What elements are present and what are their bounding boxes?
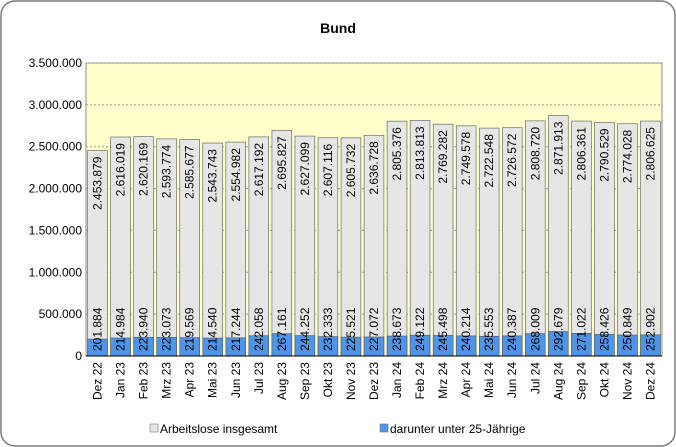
value-label: 223.073 <box>160 307 174 351</box>
value-label: 252.902 <box>643 307 657 351</box>
y-tick-label: 0 <box>75 349 82 363</box>
x-tick-label: Nov 24 <box>620 362 634 400</box>
value-label: 219.569 <box>183 307 197 351</box>
value-label: 2.813.813 <box>413 126 427 180</box>
value-label: 245.498 <box>436 307 450 351</box>
value-label: 2.806.361 <box>574 127 588 181</box>
x-tick-label: Jul 23 <box>252 362 266 394</box>
x-tick-label: Aug 23 <box>275 362 289 400</box>
chart-title: Bund <box>320 20 356 36</box>
value-label: 2.620.169 <box>137 142 151 196</box>
value-label: 2.790.529 <box>597 128 611 182</box>
value-label: 2.774.028 <box>620 129 634 183</box>
value-label: 258.426 <box>597 307 611 351</box>
x-tick-label: Feb 23 <box>137 362 151 400</box>
value-label: 2.726.572 <box>505 133 519 187</box>
value-label: 2.554.982 <box>229 148 243 202</box>
value-label: 214.984 <box>114 307 128 351</box>
x-tick-label: Nov 23 <box>344 362 358 400</box>
x-tick-label: Dez 23 <box>367 362 381 400</box>
value-label: 292.679 <box>551 307 565 351</box>
value-label: 227.072 <box>367 307 381 351</box>
value-label: 267.161 <box>275 307 289 351</box>
legend-label: Arbeitslose insgesamt <box>160 422 278 436</box>
value-label: 2.627.099 <box>298 142 312 196</box>
x-tick-label: Jun 23 <box>229 362 243 398</box>
value-label: 2.722.548 <box>482 134 496 188</box>
y-tick-label: 3.500.000 <box>29 56 83 70</box>
value-label: 250.849 <box>620 307 634 351</box>
legend-swatch <box>149 423 159 433</box>
value-label: 2.769.282 <box>436 130 450 184</box>
x-tick-label: Okt 23 <box>321 362 335 398</box>
y-tick-label: 3.000.000 <box>29 98 83 112</box>
x-tick-label: Sep 24 <box>574 362 588 400</box>
value-label: 244.252 <box>298 307 312 351</box>
value-label: 2.806.625 <box>643 127 657 181</box>
x-tick-label: Feb 24 <box>413 362 427 400</box>
x-tick-label: Aug 24 <box>551 362 565 400</box>
value-label: 2.695.827 <box>275 136 289 190</box>
x-tick-label: Apr 23 <box>183 362 197 398</box>
value-label: 2.607.116 <box>321 143 335 196</box>
value-label: 2.749.578 <box>459 132 473 186</box>
x-tick-label: Dez 24 <box>643 362 657 400</box>
x-tick-label: Okt 24 <box>597 362 611 398</box>
value-label: 238.673 <box>390 307 404 351</box>
legend-label: darunter unter 25-Jährige <box>390 422 526 436</box>
value-label: 214.540 <box>206 307 220 351</box>
value-label: 2.585.677 <box>183 145 197 199</box>
value-label: 223.940 <box>137 307 151 351</box>
value-label: 271.022 <box>574 307 588 351</box>
value-label: 242.058 <box>252 307 266 351</box>
y-tick-label: 1.000.000 <box>29 265 83 279</box>
value-label: 232.333 <box>321 307 335 351</box>
x-tick-label: Jul 24 <box>528 362 542 394</box>
y-tick-label: 2.000.000 <box>29 182 83 196</box>
value-label: 2.617.192 <box>252 143 266 197</box>
value-label: 235.553 <box>482 307 496 351</box>
value-label: 2.453.879 <box>91 156 105 210</box>
value-label: 2.543.743 <box>206 149 220 203</box>
value-label: 2.616.019 <box>114 143 128 197</box>
x-tick-label: Mai 23 <box>206 362 220 398</box>
value-label: 240.387 <box>505 307 519 351</box>
legend-swatch <box>379 423 389 433</box>
x-tick-label: Jan 23 <box>114 362 128 398</box>
x-tick-label: Jan 24 <box>390 362 404 398</box>
value-label: 249.122 <box>413 307 427 351</box>
x-tick-label: Mai 24 <box>482 362 496 398</box>
y-tick-label: 2.500.000 <box>29 140 83 154</box>
y-tick-label: 500.000 <box>39 307 83 321</box>
y-tick-label: 1.500.000 <box>29 223 83 237</box>
x-tick-label: Apr 24 <box>459 362 473 398</box>
value-label: 225.521 <box>344 307 358 351</box>
value-label: 2.805.376 <box>390 127 404 181</box>
x-tick-label: Dez 22 <box>91 362 105 400</box>
value-label: 201.884 <box>91 307 105 351</box>
value-label: 240.214 <box>459 307 473 351</box>
x-tick-label: Jun 24 <box>505 362 519 398</box>
x-tick-label: Mrz 23 <box>160 362 174 399</box>
value-label: 2.871.913 <box>551 121 565 175</box>
x-tick-label: Mrz 24 <box>436 362 450 399</box>
value-label: 2.593.774 <box>160 145 174 199</box>
value-label: 2.808.720 <box>528 127 542 181</box>
value-label: 217.244 <box>229 307 243 351</box>
value-label: 2.605.732 <box>344 144 358 198</box>
value-label: 268.009 <box>528 307 542 351</box>
value-label: 2.636.728 <box>367 141 381 195</box>
x-tick-label: Sep 23 <box>298 362 312 400</box>
